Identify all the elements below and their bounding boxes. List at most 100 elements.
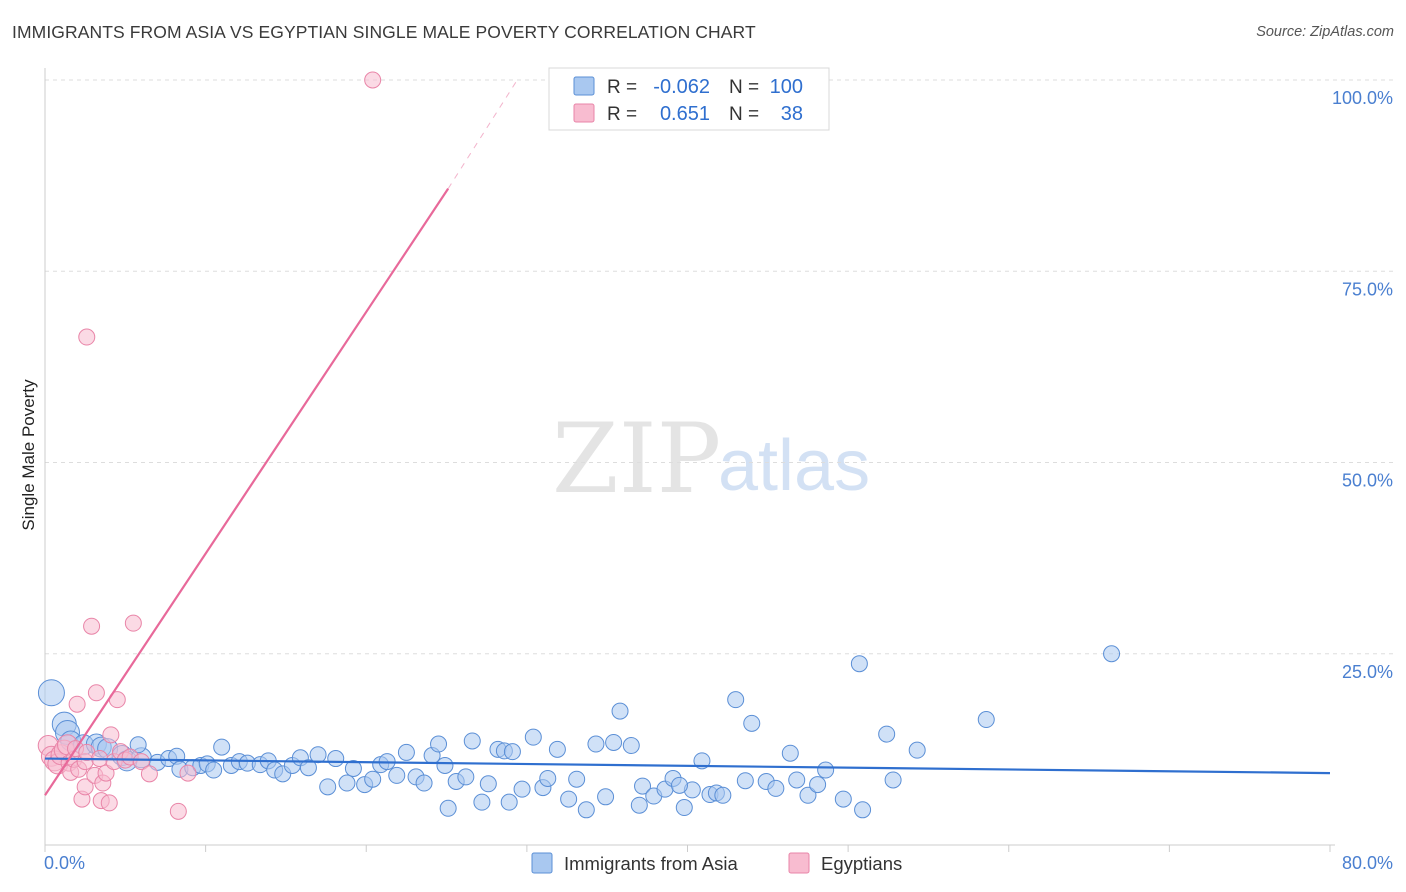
asia-point-69 <box>622 737 640 755</box>
gridlines <box>45 79 1393 655</box>
watermark-zip: ZIP <box>552 403 721 515</box>
trend-lines <box>44 79 1331 796</box>
asia-point-57 <box>513 780 531 798</box>
egypt-point-37 <box>364 71 382 89</box>
asia-point-43 <box>415 774 433 792</box>
y-tick-label-75: 75.0% <box>1342 279 1393 299</box>
egypt-point-32 <box>132 753 150 771</box>
x-tick-label-min: 0.0% <box>44 853 85 873</box>
egypt-point-19 <box>87 684 105 702</box>
asia-point-74 <box>675 799 693 817</box>
asia-point-80 <box>736 772 754 790</box>
legend-r-label-egyptians: R = <box>607 104 637 125</box>
asia-point-90 <box>850 655 868 673</box>
trend-line-egyptians-extension <box>447 79 518 189</box>
asia-point-79 <box>727 691 745 709</box>
x-ticks <box>44 845 1331 852</box>
asia-point-37 <box>364 770 382 788</box>
y-tick-label-100: 100.0% <box>1332 88 1393 108</box>
axes <box>44 68 1335 846</box>
asia-point-84 <box>781 744 799 762</box>
asia-point-63 <box>568 770 586 788</box>
asia-point-35 <box>344 760 362 777</box>
asia-point-91 <box>854 801 872 819</box>
egypt-point-24 <box>100 794 118 812</box>
asia-point-66 <box>597 788 615 806</box>
asia-point-88 <box>817 761 835 779</box>
asia-point-96 <box>630 796 648 814</box>
asia-point-55 <box>503 743 521 761</box>
legend-n-label-asia: N = <box>729 77 759 98</box>
asia-point-68 <box>611 702 629 720</box>
series-egyptians <box>37 71 382 820</box>
legend-n-label-egyptians: N = <box>729 104 759 125</box>
y-tick-labels: 100.0% 75.0% 50.0% 25.0% <box>1332 88 1393 682</box>
asia-point-61 <box>548 740 566 758</box>
egypt-point-17 <box>83 617 101 635</box>
egypt-point-14 <box>76 778 94 796</box>
egypt-point-31 <box>124 614 142 632</box>
asia-point-83 <box>767 779 785 797</box>
watermark: ZIP atlas <box>552 403 870 515</box>
bottom-legend-swatch-egyptians <box>788 852 810 874</box>
asia-point-11 <box>129 736 147 754</box>
egypt-point-33 <box>140 765 158 783</box>
chart-title: IMMIGRANTS FROM ASIA VS EGYPTIAN SINGLE … <box>12 22 756 42</box>
asia-point-47 <box>439 799 457 817</box>
asia-point-20 <box>213 738 231 756</box>
asia-point-86 <box>799 786 817 804</box>
watermark-atlas: atlas <box>718 426 870 506</box>
source-credit: Source: ZipAtlas.com <box>1256 24 1394 40</box>
asia-point-67 <box>605 733 623 751</box>
asia-point-52 <box>479 775 497 793</box>
egypt-point-36 <box>78 328 96 346</box>
legend-frame <box>548 67 830 131</box>
asia-point-62 <box>560 790 578 808</box>
asia-point-40 <box>388 766 406 784</box>
egypt-point-35 <box>179 764 197 782</box>
legend-n-value-egyptians: 38 <box>781 103 803 125</box>
asia-point-65 <box>587 735 605 753</box>
correlation-legend: R = -0.062 N = 100 R = 0.651 N = 38 <box>548 67 830 131</box>
asia-point-85 <box>788 771 806 789</box>
asia-point-31 <box>309 746 327 764</box>
series-legend: Immigrants from Asia Egyptians <box>531 852 902 874</box>
asia-point-89 <box>834 790 852 808</box>
legend-n-value-asia: 100 <box>770 76 803 98</box>
asia-point-87 <box>809 776 827 794</box>
asia-point-92 <box>878 725 896 743</box>
asia-point-95 <box>977 711 995 729</box>
y-tick-label-50: 50.0% <box>1342 471 1393 491</box>
asia-point-49 <box>457 768 475 786</box>
y-tick-label-25: 25.0% <box>1342 662 1393 682</box>
y-axis-title: Single Male Poverty <box>19 379 38 531</box>
asia-point-51 <box>473 793 491 811</box>
asia-point-56 <box>500 793 518 811</box>
asia-point-19 <box>205 761 223 779</box>
asia-point-45 <box>430 735 448 753</box>
bottom-legend-swatch-asia <box>531 852 553 874</box>
asia-point-99 <box>1103 645 1121 663</box>
asia-point-98 <box>714 786 732 804</box>
legend-swatch-egyptians <box>573 103 595 123</box>
egypt-point-25 <box>102 726 120 744</box>
asia-point-81 <box>743 714 761 732</box>
bottom-legend-label-egyptians: Egyptians <box>821 853 902 874</box>
asia-point-70 <box>634 777 652 795</box>
asia-point-97 <box>670 776 688 794</box>
asia-point-60 <box>539 769 557 787</box>
asia-point-34 <box>338 774 356 792</box>
asia-point-64 <box>577 801 595 819</box>
trend-line-egyptians <box>44 188 450 796</box>
asia-point-50 <box>463 732 481 750</box>
legend-swatch-asia <box>573 76 595 96</box>
asia-point-0 <box>37 679 65 707</box>
legend-r-value-asia: -0.062 <box>653 76 710 98</box>
egypt-point-11 <box>68 695 86 713</box>
bottom-legend-label-asia: Immigrants from Asia <box>564 853 738 874</box>
asia-point-46 <box>436 756 454 774</box>
asia-point-41 <box>397 743 415 761</box>
asia-point-58 <box>524 728 542 746</box>
asia-point-30 <box>299 759 317 777</box>
